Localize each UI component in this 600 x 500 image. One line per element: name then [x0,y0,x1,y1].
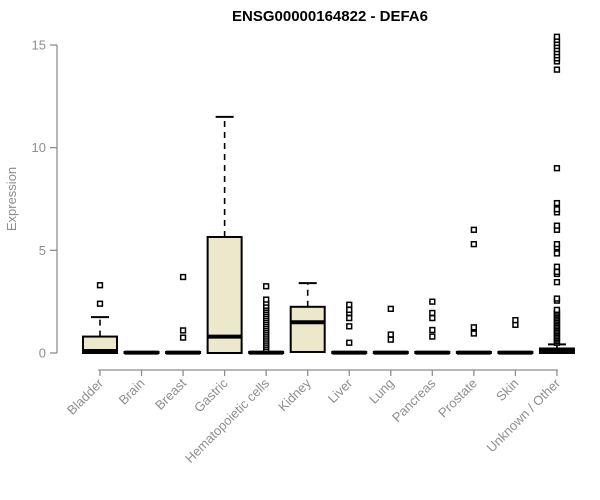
outlier-point [553,295,561,302]
box-group-hematopoietic-cells [248,283,285,355]
x-tick-label-liver: Liver [325,375,356,406]
outlier-point [263,283,270,290]
outlier-point [553,33,561,40]
outlier-point [553,199,561,207]
outlier-point [470,226,478,233]
box-group-lung [372,305,409,355]
box-group-bladder [82,282,118,354]
chart-title: ENSG00000164822 - DEFA6 [232,8,428,25]
box-group-unknown-other [538,33,575,354]
x-tick-label-prostate: Prostate [435,376,480,421]
y-tick-label-0: 0 [39,346,46,361]
outlier-point [553,206,561,213]
outlier-point [429,333,436,340]
box-group-pancreas [414,298,451,355]
outlier-point [387,305,394,313]
outlier-point [346,301,353,308]
outlier-point [553,306,561,314]
outlier-point [512,316,519,324]
outlier-point [553,268,561,276]
outlier-point [346,339,353,346]
x-tick-label-pancreas: Pancreas [389,375,439,425]
x-tick-label-breast: Breast [152,375,189,412]
box-group-kidney [289,282,326,353]
outlier-point [96,282,104,289]
outlier-point [387,331,394,338]
box-group-prostate [455,226,492,355]
outlier-point [553,263,561,270]
outlier-point [429,326,436,334]
outlier-point [470,241,478,248]
outlier-point [553,165,561,172]
y-tick-label-5: 5 [39,243,46,258]
box-group-liver [331,301,368,355]
outlier-point [179,334,187,341]
x-tick-label-skin: Skin [493,376,521,404]
box-bladder [82,335,118,354]
outlier-point [179,327,187,334]
x-tick-label-gastric: Gastric [191,375,231,415]
box-group-brain [123,350,160,355]
box-group-gastric [206,115,243,354]
box-group-breast [165,273,202,355]
outlier-point [429,309,436,317]
outlier-point [553,66,561,73]
x-tick-label-kidney: Kidney [275,375,314,414]
outlier-point [470,330,478,337]
outlier-point [179,273,187,281]
outlier-point [470,324,478,331]
outlier-point [429,314,436,322]
x-tick-label-brain: Brain [116,376,148,408]
outlier-point [346,306,353,314]
outlier-point [263,296,270,303]
outlier-point [387,336,394,343]
y-tick-label-10: 10 [32,140,46,155]
outlier-point [96,300,104,307]
boxes-layer [82,33,575,355]
outlier-point [553,241,561,248]
x-tick-label-unknown-other: Unknown / Other [483,375,563,455]
y-axis-label: Expression [4,167,19,231]
outlier-point [553,222,561,229]
outlier-point [346,323,353,330]
outlier-point [553,250,561,257]
box-gastric [206,235,243,354]
box-group-skin [497,316,534,355]
y-tick-label-15: 15 [32,38,46,53]
outlier-point [346,314,353,322]
box-kidney [289,305,326,353]
outlier-point [429,298,436,305]
x-tick-label-bladder: Bladder [64,375,107,418]
x-tick-label-lung: Lung [366,376,397,407]
outlier-point [553,279,561,286]
